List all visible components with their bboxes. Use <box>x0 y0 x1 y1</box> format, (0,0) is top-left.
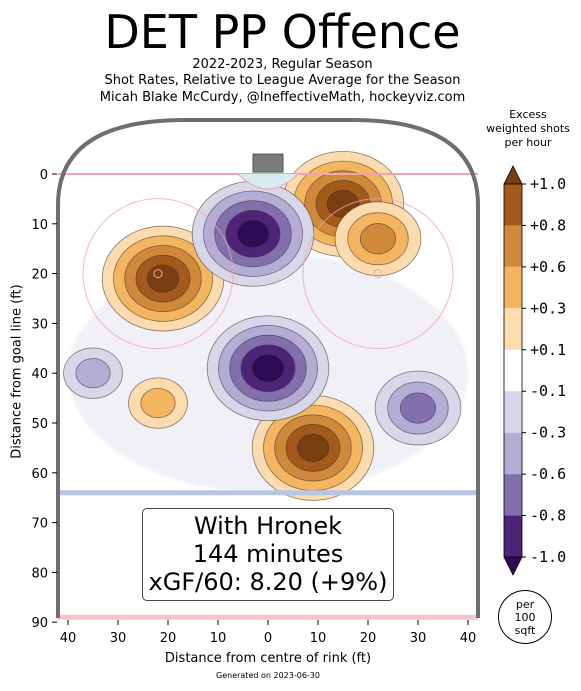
colorbar-tick-label: +0.6 <box>530 258 566 276</box>
y-tick-label: 80 <box>31 566 48 581</box>
x-tick-label: 20 <box>360 631 377 646</box>
colorbar-band <box>504 225 522 267</box>
contour-region-5-4 <box>251 354 285 383</box>
y-tick-label: 30 <box>31 317 48 332</box>
y-tick-label: 50 <box>31 417 48 432</box>
colorbar-tick-label: +1.0 <box>530 175 566 193</box>
unit-line: sqft <box>514 624 536 637</box>
faceoff-dot <box>153 269 163 279</box>
contour-region-2-2 <box>359 223 397 255</box>
colorbar-tick-label: -0.6 <box>530 465 566 483</box>
y-tick-label: 90 <box>31 616 48 631</box>
y-tick-label: 10 <box>31 218 48 233</box>
x-tick-label: 30 <box>410 631 427 646</box>
y-tick-label: 0 <box>40 168 48 183</box>
y-tick-label: 20 <box>31 268 48 283</box>
unit-line: per <box>515 598 535 611</box>
colorbar-frame <box>503 183 523 558</box>
info-line-minutes: 144 minutes <box>192 540 344 568</box>
y-tick-label: 40 <box>31 367 48 382</box>
contour-region-7-2 <box>399 392 437 424</box>
y-axis-label: Distance from goal line (ft) <box>9 284 25 459</box>
contour-region-8-1 <box>140 387 176 419</box>
colorbar-title-line: per hour <box>504 136 552 149</box>
colorbar-title-line: Excess <box>509 108 547 121</box>
colorbar-band <box>504 391 522 433</box>
colorbar-tick-label: -0.1 <box>530 382 566 400</box>
contour-region-6-1 <box>75 358 111 389</box>
colorbar-tick-label: +0.3 <box>530 299 566 317</box>
colorbar-band <box>504 474 522 516</box>
x-tick-label: 10 <box>310 631 327 646</box>
colorbar-title-line: weighted shots <box>486 122 570 135</box>
info-line-player: With Hronek <box>193 512 343 540</box>
colorbar-band <box>504 349 522 392</box>
faceoff-circle <box>302 198 454 350</box>
y-tick-label: 60 <box>31 467 48 482</box>
colorbar-tick-label: -0.8 <box>530 507 566 525</box>
x-tick-label: 0 <box>264 631 272 646</box>
colorbar-band <box>504 432 522 475</box>
y-tick-label: 70 <box>31 517 48 532</box>
x-tick-label: 40 <box>460 631 477 646</box>
contour-region-0-4 <box>146 264 180 293</box>
info-line-xgf: xGF/60: 8.20 (+9%) <box>148 568 388 596</box>
info-box: With Hronek 144 minutes xGF/60: 8.20 (+9… <box>142 508 394 601</box>
unit-line: 100 <box>514 611 536 624</box>
colorbar-title: Excess weighted shots per hour <box>478 108 578 150</box>
goal-crease <box>237 173 299 190</box>
rink-boards <box>56 118 480 618</box>
chart-title: DET PP Offence <box>104 5 461 59</box>
colorbar-tick-label: -0.3 <box>530 424 566 442</box>
colorbar-band <box>504 266 522 309</box>
unit-badge: per 100 sqft <box>498 590 552 644</box>
colorbar-under-arrow <box>503 556 523 576</box>
colorbar-band <box>504 308 522 350</box>
x-tick-label: 40 <box>60 631 77 646</box>
x-tick-label: 10 <box>210 631 227 646</box>
subtitle-author: Micah Blake McCurdy, @IneffectiveMath, h… <box>99 90 466 105</box>
x-tick-label: 30 <box>110 631 127 646</box>
colorbar-band <box>504 184 522 226</box>
colorbar-tick-label: +0.1 <box>530 341 566 359</box>
contour-region-4-4 <box>236 219 270 248</box>
faceoff-dot <box>373 269 383 279</box>
colorbar-over-arrow <box>503 165 523 185</box>
faceoff-circle <box>82 198 234 350</box>
contour-region-3-4 <box>296 433 330 462</box>
x-axis-label: Distance from centre of rink (ft) <box>164 651 372 666</box>
goal-net <box>252 153 284 173</box>
colorbar-tick-label: +0.8 <box>530 216 566 234</box>
generated-note: Generated on 2023-06-30 <box>216 671 320 680</box>
colorbar-tick-label: -1.0 <box>530 548 566 566</box>
x-tick-label: 20 <box>160 631 177 646</box>
colorbar-band <box>504 515 522 557</box>
subtitle-metric: Shot Rates, Relative to League Average f… <box>104 73 461 88</box>
subtitle-season: 2022-2023, Regular Season <box>192 57 373 72</box>
